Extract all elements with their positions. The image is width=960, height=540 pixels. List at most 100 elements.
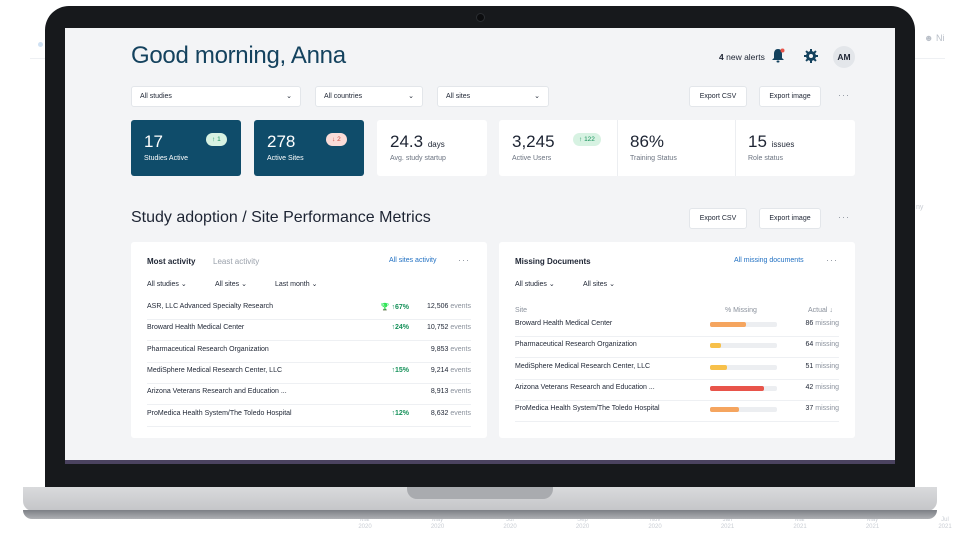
table-row[interactable]: ProMedica Health System/The Toledo Hospi… (515, 401, 839, 423)
arrow-up-icon: ↑ (391, 324, 395, 332)
event-number: 12,506 (427, 303, 449, 310)
growth-value: 24% (394, 324, 409, 332)
activity-period-filter[interactable]: Last month ⌄ (275, 280, 317, 288)
filter-label: All sites (583, 281, 608, 288)
delta-value: 2 (337, 136, 341, 143)
site-name: ASR, LLC Advanced Specialty Research (147, 303, 274, 310)
kpi-active-sites[interactable]: 278 Active Sites ↓ 2 (254, 120, 364, 176)
kpi-label: Active Users (512, 155, 552, 162)
growth-value: 12% (394, 409, 409, 417)
table-row[interactable]: MediSphere Medical Research Center, LLC ↑… (147, 363, 471, 384)
site-activity-card: Most activity Least activity All sites a… (131, 242, 487, 438)
growth-percent: ↑24% (391, 324, 409, 331)
tab-most-activity[interactable]: Most activity (147, 257, 196, 266)
divider (617, 120, 618, 176)
arrow-up-icon: ↑ (212, 136, 216, 143)
missing-number: 37 (805, 405, 814, 413)
avatar[interactable]: AM (833, 46, 855, 68)
kpi-value: 3,245 (512, 132, 555, 151)
site-name: ProMedica Health System/The Toledo Hospi… (147, 409, 292, 417)
missing-progress-bar (710, 385, 777, 391)
missing-progress-fill (710, 343, 722, 349)
more-options-icon[interactable]: ··· (838, 90, 850, 100)
bell-icon[interactable] (771, 48, 785, 64)
background-axis-tick: May 2021 (858, 517, 888, 531)
missing-unit: missing (815, 383, 839, 391)
all-missing-documents-link[interactable]: All missing documents (734, 257, 804, 264)
countries-filter[interactable]: All countries ⌄ (315, 86, 423, 107)
background-axis-tick-year: 2020 (503, 524, 517, 530)
column-header-missing[interactable]: % Missing (725, 307, 757, 314)
section-export-csv-button[interactable]: Export CSV (689, 208, 747, 229)
missing-unit: missing (815, 320, 839, 327)
site-name: MediSphere Medical Research Center, LLC (147, 366, 283, 374)
background-axis-tick: Jan 2021 (713, 517, 743, 531)
missing-count: 42 missing (806, 384, 839, 391)
table-row[interactable]: MediSphere Medical Research Center, LLC 5… (515, 359, 839, 380)
table-row[interactable]: Pharmaceutical Research Organization 9,85… (147, 342, 471, 363)
event-number: 9,853 (430, 345, 449, 353)
missing-count: 64 missing (806, 341, 839, 348)
alerts-link[interactable]: 4 new alerts (719, 52, 765, 62)
export-image-button[interactable]: Export image (759, 86, 821, 107)
card-more-icon[interactable]: ··· (826, 255, 838, 265)
tab-least-activity[interactable]: Least activity (213, 257, 260, 266)
event-unit: events (450, 324, 471, 332)
table-row[interactable]: ASR, LLC Advanced Specialty Research 🏆 ↑67… (147, 299, 471, 320)
kpi-studies-active[interactable]: 17 Studies Active ↑ 1 (131, 120, 241, 176)
growth-percent: 🏆 ↑67% (381, 303, 409, 311)
chevron-down-icon: ⌄ (408, 93, 414, 100)
background-axis-tick: Mar 2020 (350, 517, 380, 531)
site-name: Broward Health Medical Center (147, 324, 245, 332)
kpi-value: 278 (267, 132, 296, 151)
background-axis-ticks: Mar 2020 May 2020 Jul 2020 Sep 2020 Nov 2020 Jan 20… (350, 517, 951, 537)
studies-filter-value: All studies (140, 93, 172, 100)
table-row[interactable]: Broward Health Medical Center ↑24% 10,752 … (147, 320, 471, 342)
countries-filter-value: All countries (324, 93, 363, 100)
delta-value: 122 (584, 136, 595, 143)
event-count: 8,913 events (431, 388, 471, 395)
card-more-icon[interactable]: ··· (458, 255, 470, 265)
kpi-role-status[interactable]: 15 issues Role status (735, 120, 855, 176)
background-axis-tick-year: 2021 (720, 524, 735, 530)
table-row[interactable]: Broward Health Medical Center 86 missing (515, 316, 839, 337)
background-axis-tick: Mar 2021 (785, 517, 815, 531)
growth-percent: ↑15% (391, 367, 409, 374)
background-axis-tick: May 2020 (423, 517, 453, 531)
event-number: 8,913 (430, 388, 449, 396)
background-axis-tick: Jul 2020 (495, 517, 525, 531)
column-header-actual[interactable]: Actual ↓ (808, 307, 833, 314)
kpi-value: 17 (144, 132, 163, 151)
chevron-down-icon: ⌄ (286, 93, 292, 100)
missing-documents-title: Missing Documents (515, 257, 591, 266)
table-row[interactable]: Pharmaceutical Research Organization 64 m… (515, 337, 839, 359)
kpi-active-users[interactable]: 3,245 Active Users ↑ 122 (499, 120, 617, 176)
table-row[interactable]: Arizona Veterans Research and Education … (515, 380, 839, 401)
all-sites-activity-link[interactable]: All sites activity (389, 257, 437, 264)
event-unit: events (450, 409, 471, 417)
export-csv-button[interactable]: Export CSV (689, 86, 747, 107)
sites-filter[interactable]: All sites ⌄ (437, 86, 549, 107)
background-user-name: Ni (936, 33, 945, 43)
activity-studies-filter[interactable]: All studies ⌄ (147, 280, 187, 288)
section-export-image-button[interactable]: Export image (759, 208, 821, 229)
table-row[interactable]: Arizona Veterans Research and Education … (147, 384, 471, 406)
table-row[interactable]: ProMedica Health System/The Toledo Hospi… (147, 406, 471, 427)
kpi-value: 24.3 days (390, 132, 445, 152)
gear-icon[interactable] (803, 48, 819, 64)
growth-percent: ↑12% (391, 410, 409, 417)
kpi-label: Avg. study startup (390, 155, 446, 162)
site-name: ProMedica Health System/The Toledo Hospi… (515, 405, 660, 413)
kpi-study-startup[interactable]: 24.3 days Avg. study startup (377, 120, 487, 176)
kpi-training-status[interactable]: 86% Training Status (617, 120, 735, 176)
missing-sites-filter[interactable]: All sites ⌄ (583, 280, 615, 288)
missing-progress-fill (710, 322, 746, 327)
site-name: Broward Health Medical Center (515, 320, 613, 327)
studies-filter[interactable]: All studies ⌄ (131, 86, 301, 107)
missing-progress-bar (710, 322, 777, 327)
event-count: 10,752 events (427, 324, 471, 331)
section-more-icon[interactable]: ··· (838, 212, 850, 222)
activity-sites-filter[interactable]: All sites ⌄ (215, 280, 247, 288)
missing-studies-filter[interactable]: All studies ⌄ (515, 280, 555, 288)
background-axis-tick-year: 2021 (793, 524, 807, 530)
